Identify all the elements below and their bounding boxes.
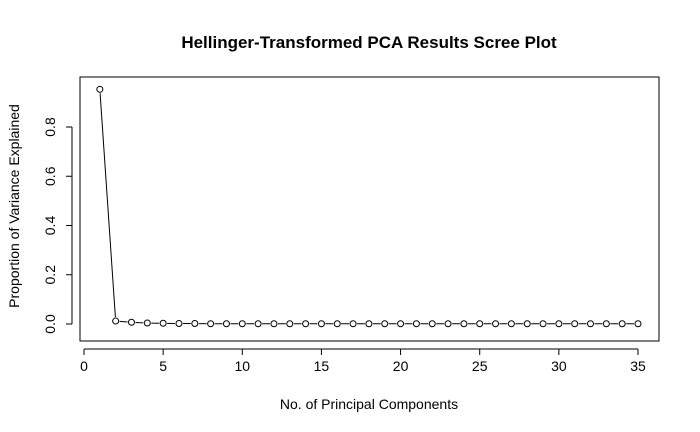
data-point: [333, 320, 341, 328]
data-point: [207, 320, 215, 328]
data-point: [602, 320, 610, 328]
data-point: [428, 320, 436, 328]
data-point: [444, 320, 452, 328]
chart-title: Hellinger-Transformed PCA Results Scree …: [181, 33, 557, 52]
data-point: [127, 318, 135, 326]
data-point: [555, 320, 563, 328]
x-tick-label: 10: [234, 358, 250, 374]
data-point: [460, 320, 468, 328]
x-tick-label: 25: [472, 358, 488, 374]
data-point: [270, 320, 278, 328]
data-point: [397, 320, 405, 328]
data-point: [634, 320, 642, 328]
data-point: [523, 320, 531, 328]
x-tick-label: 35: [630, 358, 646, 374]
x-tick-label: 20: [393, 358, 409, 374]
data-point: [159, 319, 167, 327]
plot-frame: [79, 76, 660, 342]
data-point: [349, 320, 357, 328]
y-axis-label: Proportion of Variance Explained: [6, 104, 22, 308]
data-point: [238, 320, 246, 328]
data-point: [507, 320, 515, 328]
data-point: [96, 85, 104, 93]
series-segment: [99, 93, 116, 318]
y-tick-label: 0.0: [42, 314, 58, 334]
data-point: [143, 319, 151, 327]
data-point: [222, 320, 230, 328]
series-variance: [96, 85, 642, 328]
x-tick-label: 30: [551, 358, 567, 374]
x-tick-label: 5: [159, 358, 167, 374]
data-point: [191, 320, 199, 328]
x-axis-label: No. of Principal Components: [280, 396, 458, 412]
data-point: [412, 320, 420, 328]
y-tick-label: 0.8: [42, 117, 58, 137]
series-segment: [119, 320, 128, 323]
y-tick-label: 0.4: [42, 216, 58, 236]
data-point: [539, 320, 547, 328]
data-point: [587, 320, 595, 328]
data-point: [492, 320, 500, 328]
data-point: [112, 317, 120, 325]
data-point: [254, 320, 262, 328]
y-axis: 0.0 0.2 0.4 0.6 0.8: [42, 117, 73, 334]
data-point: [286, 320, 294, 328]
x-tick-label: 0: [80, 358, 88, 374]
data-point: [618, 320, 626, 328]
x-axis: 0 5 10 15 20 25 30 35: [80, 348, 646, 374]
data-point: [476, 320, 484, 328]
x-tick-label: 15: [314, 358, 330, 374]
data-point: [317, 320, 325, 328]
y-tick-label: 0.2: [42, 265, 58, 285]
y-tick-label: 0.6: [42, 166, 58, 186]
data-point: [302, 320, 310, 328]
data-point: [365, 320, 373, 328]
data-point: [381, 320, 389, 328]
data-point: [175, 320, 183, 328]
data-point: [571, 320, 579, 328]
